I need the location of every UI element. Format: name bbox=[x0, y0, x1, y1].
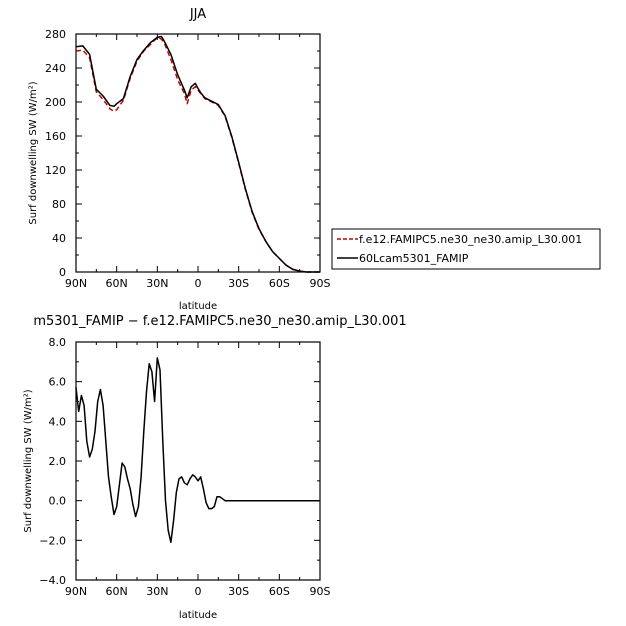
top-x-tick-label: 30S bbox=[228, 277, 249, 290]
bottom-y-tick-label: 0.0 bbox=[49, 495, 67, 508]
legend-label-series-1: f.e12.FAMIPC5.ne30_ne30.amip_L30.001 bbox=[359, 233, 582, 246]
chart-top: JJA latitude Surf downwelling SW (W/m²) … bbox=[28, 7, 601, 312]
bottom-x-tick-label: 90N bbox=[65, 585, 87, 598]
top-series-lines bbox=[75, 35, 320, 273]
bottom-series-lines bbox=[75, 357, 320, 544]
top-x-tick-label: 30N bbox=[146, 277, 168, 290]
top-x-axis-label: latitude bbox=[179, 301, 217, 312]
top-y-tick-label: 200 bbox=[45, 96, 66, 109]
top-x-tick-label: 0 bbox=[195, 277, 202, 290]
chart-bottom: m5301_FAMIP − f.e12.FAMIPC5.ne30_ne30.am… bbox=[23, 314, 407, 621]
top-x-tick-label: 60N bbox=[106, 277, 128, 290]
bottom-series-line-1 bbox=[75, 357, 320, 544]
bottom-ticks: 90N 60N 30N 0 30S 60S 90S −4.0 −2.0 0.0 2.0 4.0 6.0 8… bbox=[39, 336, 330, 598]
bottom-y-tick-label: 2.0 bbox=[49, 455, 67, 468]
bottom-y-tick-label: 6.0 bbox=[49, 376, 67, 389]
bottom-y-tick-label: −4.0 bbox=[39, 574, 66, 587]
top-x-tick-label: 90S bbox=[310, 277, 331, 290]
top-y-tick-label: 280 bbox=[45, 28, 66, 41]
bottom-y-tick-label: 4.0 bbox=[49, 415, 67, 428]
bottom-y-tick-label: −2.0 bbox=[39, 534, 66, 547]
bottom-x-tick-label: 90S bbox=[310, 585, 331, 598]
bottom-y-axis-label-text: Surf downwelling SW (W/m²) bbox=[23, 389, 34, 532]
bottom-x-tick-label: 0 bbox=[195, 585, 202, 598]
legend-label-series-2: 60Lcam5301_FAMIP bbox=[359, 252, 469, 265]
top-x-tick-label: 60S bbox=[269, 277, 290, 290]
top-x-tick-label: 90N bbox=[65, 277, 87, 290]
top-y-tick-label: 80 bbox=[52, 198, 66, 211]
top-y-tick-label: 160 bbox=[45, 130, 66, 143]
top-legend: f.e12.FAMIPC5.ne30_ne30.amip_L30.001 60L… bbox=[331, 228, 601, 270]
bottom-y-axis-label: Surf downwelling SW (W/m²) bbox=[23, 389, 34, 532]
top-ticks: 90N 60N 30N 0 30S 60S 90S 0 40 80 120 160 200 240 280 bbox=[45, 28, 331, 290]
bottom-x-tick-label: 30S bbox=[228, 585, 249, 598]
top-y-tick-label: 0 bbox=[59, 266, 66, 279]
top-y-axis-label-text: Surf downwelling SW (W/m²) bbox=[28, 81, 39, 224]
top-y-axis-label: Surf downwelling SW (W/m²) bbox=[28, 81, 39, 224]
legend-frame bbox=[331, 228, 601, 270]
top-chart-title: JJA bbox=[189, 7, 206, 22]
top-y-tick-label: 240 bbox=[45, 62, 66, 75]
top-y-tick-label: 40 bbox=[52, 232, 66, 245]
top-series-line-2 bbox=[75, 35, 320, 273]
top-y-tick-label: 120 bbox=[45, 164, 66, 177]
bottom-x-tick-label: 60N bbox=[106, 585, 128, 598]
bottom-plot-frame bbox=[75, 341, 321, 581]
bottom-y-tick-label: 8.0 bbox=[49, 336, 67, 349]
bottom-chart-title: m5301_FAMIP − f.e12.FAMIPC5.ne30_ne30.am… bbox=[33, 314, 406, 329]
bottom-x-tick-label: 60S bbox=[269, 585, 290, 598]
bottom-x-tick-label: 30N bbox=[146, 585, 168, 598]
bottom-x-axis-label: latitude bbox=[179, 610, 217, 621]
top-series-line-1 bbox=[75, 36, 320, 273]
top-plot-frame bbox=[75, 33, 321, 273]
